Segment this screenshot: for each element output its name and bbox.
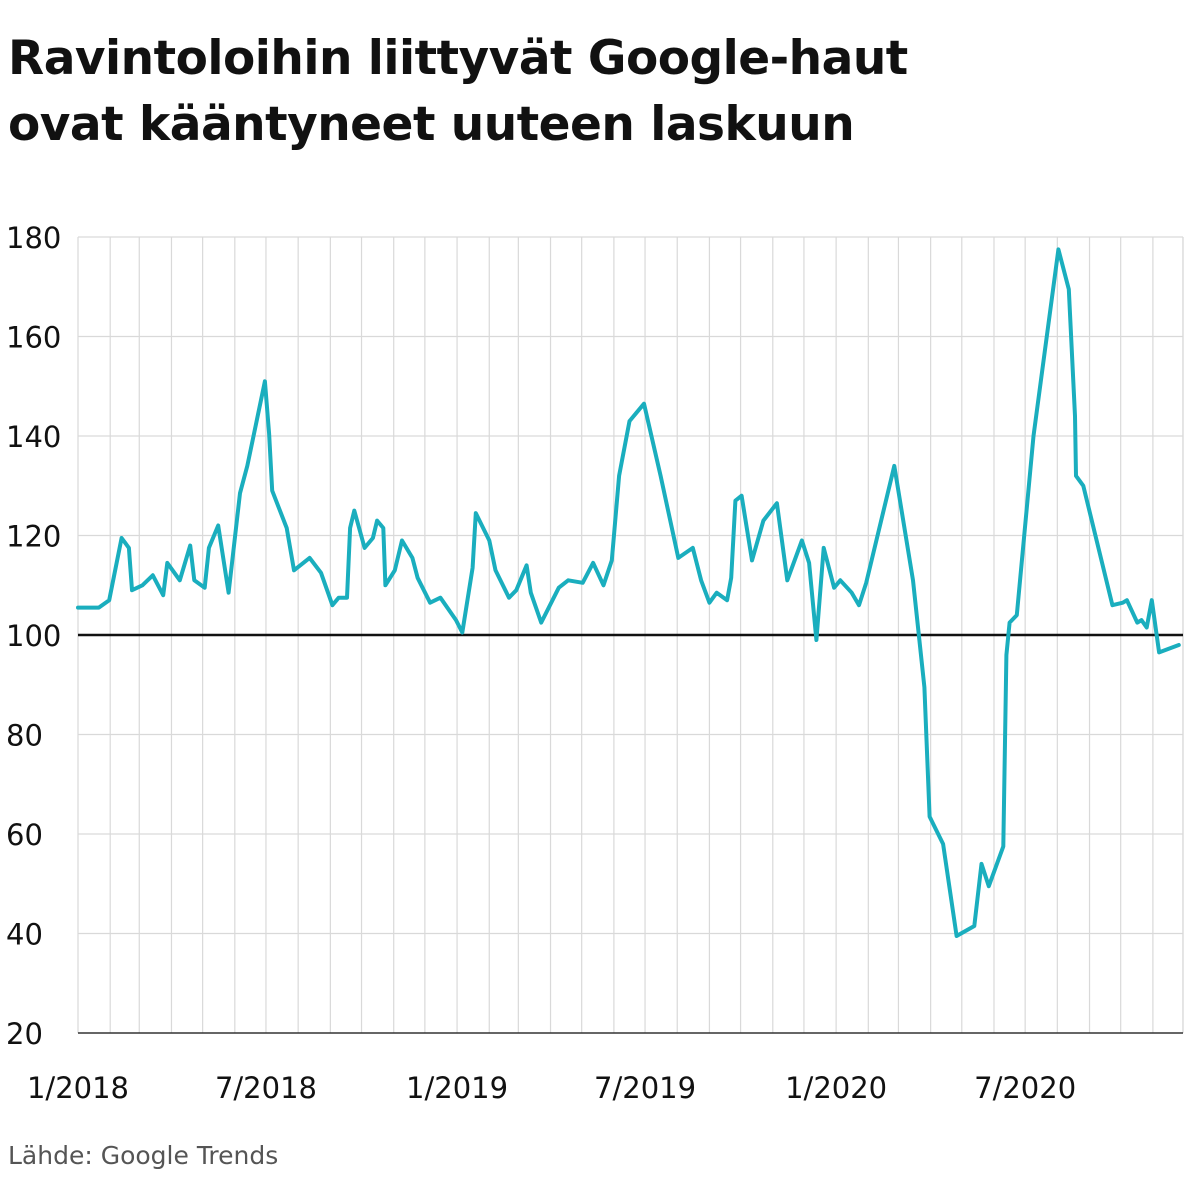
y-tick-label-100: 100 <box>6 619 61 653</box>
x-tick-label-7-2020: 7/2020 <box>974 1071 1076 1105</box>
x-tick-label-7-2018: 7/2018 <box>215 1071 317 1105</box>
chart-title-line-2: ovat kääntyneet uuteen laskuun <box>8 97 855 152</box>
y-tick-label-40: 40 <box>6 918 43 952</box>
y-axis-tick-labels: 20 40 60 80 100 120 140 160 180 <box>6 221 61 1051</box>
x-tick-label-1-2020: 1/2020 <box>785 1071 887 1105</box>
x-axis-tick-labels: 1/2018 7/2018 1/2019 7/2019 1/2020 7/2020 <box>27 1071 1076 1105</box>
source-note: Lähde: Google Trends <box>8 1141 279 1170</box>
x-tick-label-1-2018: 1/2018 <box>27 1071 129 1105</box>
y-tick-label-80: 80 <box>6 719 43 753</box>
y-tick-label-160: 160 <box>6 321 61 355</box>
chart-title: Ravintoloihin liittyvät Google-haut ovat… <box>8 26 1158 158</box>
y-tick-label-60: 60 <box>6 818 43 852</box>
x-tick-label-7-2019: 7/2019 <box>594 1071 696 1105</box>
series-line <box>76 247 1181 938</box>
y-tick-label-20: 20 <box>6 1017 43 1051</box>
chart-title-line-1: Ravintoloihin liittyvät Google-haut <box>8 31 908 86</box>
y-tick-label-180: 180 <box>6 221 61 255</box>
y-tick-label-120: 120 <box>6 520 61 554</box>
x-tick-label-1-2019: 1/2019 <box>406 1071 508 1105</box>
y-tick-label-140: 140 <box>6 420 61 454</box>
